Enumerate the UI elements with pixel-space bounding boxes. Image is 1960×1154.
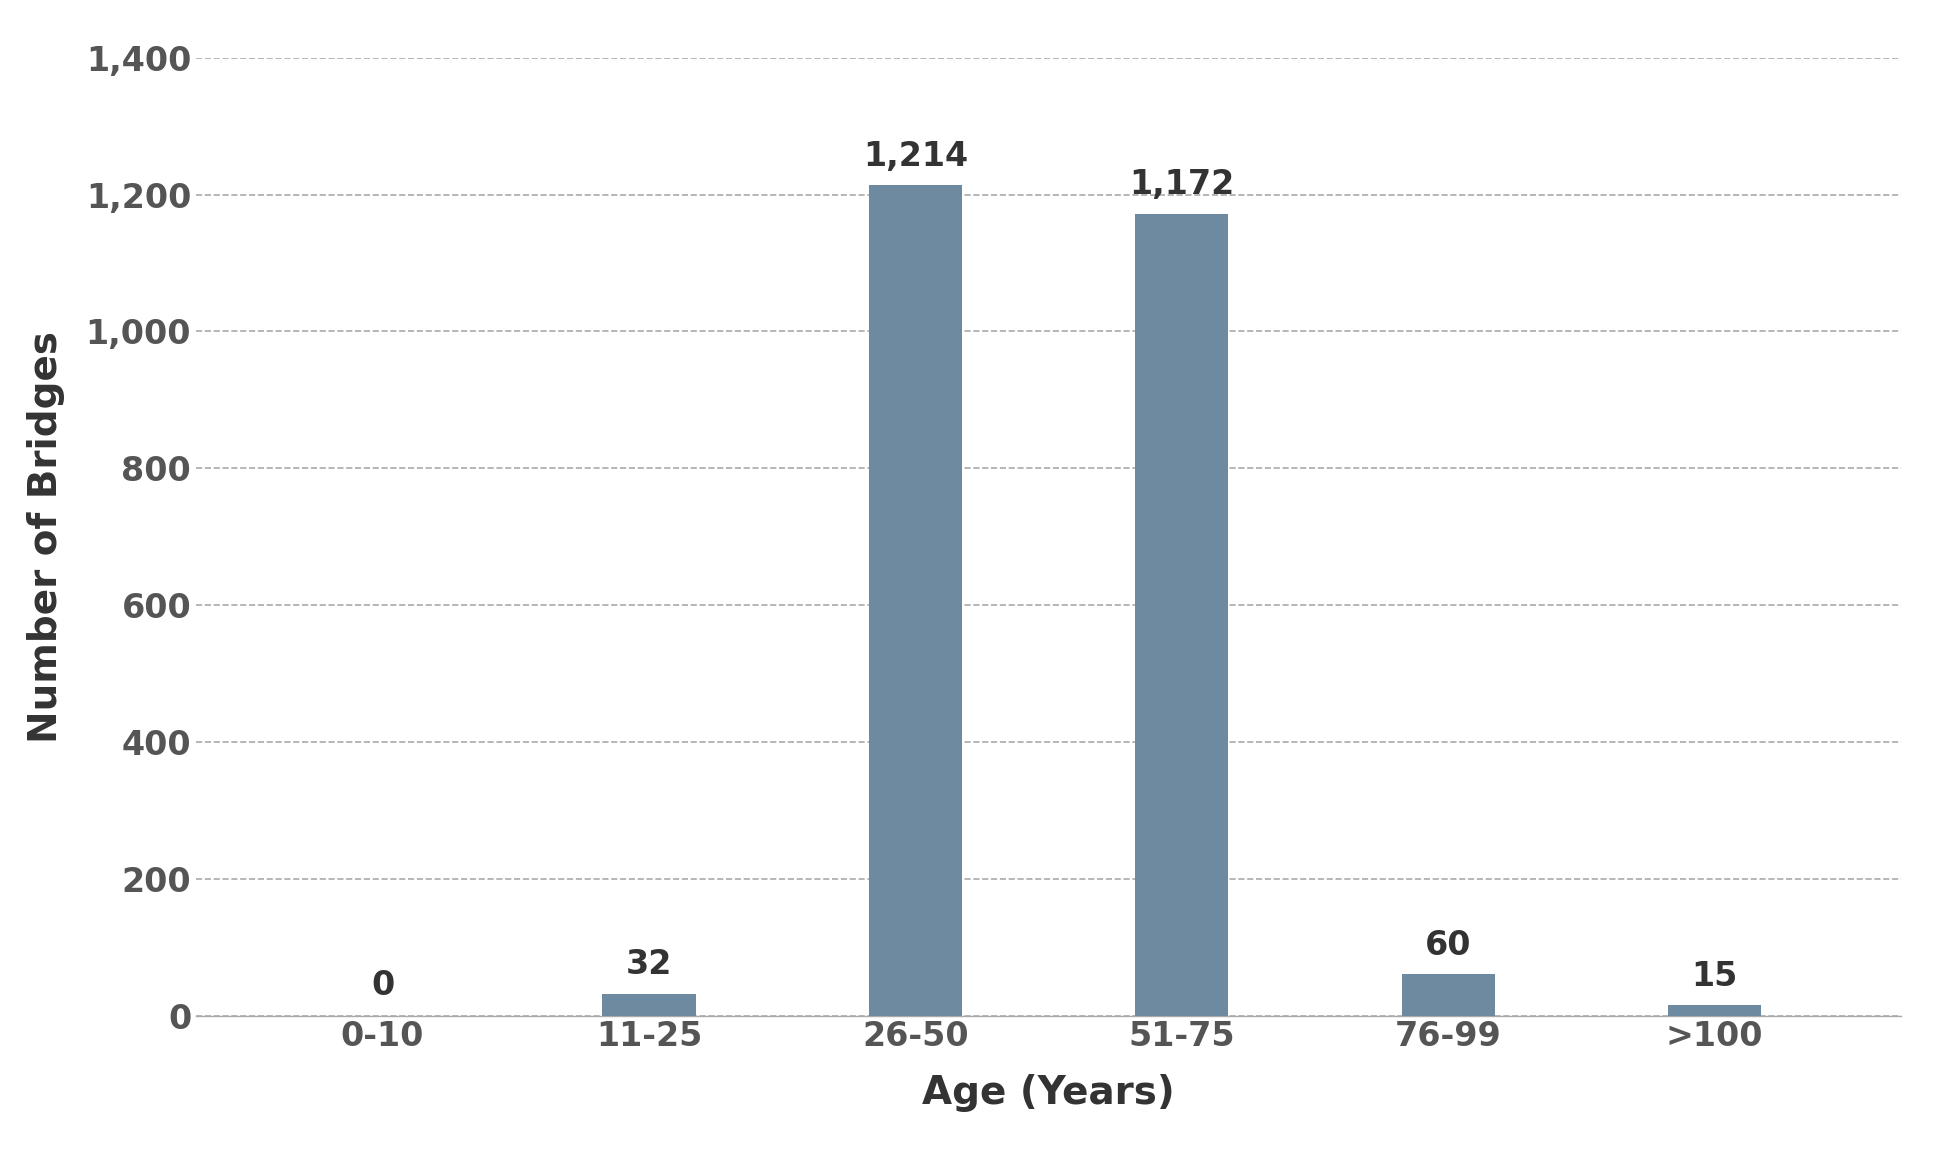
Text: 60: 60: [1425, 929, 1472, 962]
Bar: [1401, 974, 1495, 1016]
Bar: [1668, 1005, 1762, 1016]
Bar: [602, 994, 696, 1016]
Bar: [868, 185, 962, 1016]
Text: 15: 15: [1691, 960, 1739, 992]
Text: 32: 32: [625, 949, 672, 981]
Text: 1,214: 1,214: [862, 140, 968, 173]
Text: 0: 0: [370, 969, 394, 1002]
Text: 1,172: 1,172: [1129, 168, 1235, 202]
Bar: [1135, 213, 1229, 1016]
Y-axis label: Number of Bridges: Number of Bridges: [27, 330, 65, 743]
X-axis label: Age (Years): Age (Years): [923, 1074, 1174, 1112]
